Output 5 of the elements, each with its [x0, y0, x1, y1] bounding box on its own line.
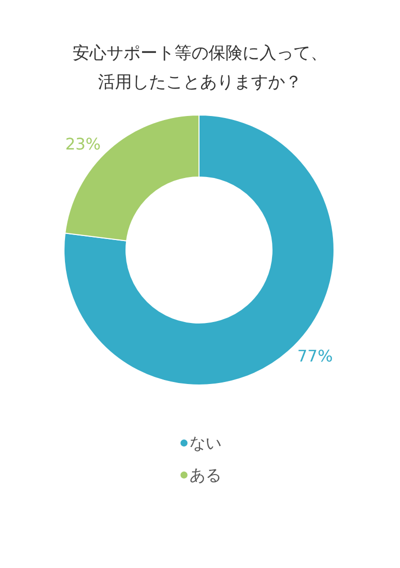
chart-title: 安心サポート等の保険に入って、活用したことありますか？ — [72, 44, 328, 92]
legend-label: ある — [190, 466, 222, 484]
data-label: 77% — [297, 346, 333, 366]
data-label: 23% — [65, 134, 101, 154]
legend-label: ない — [190, 434, 222, 452]
